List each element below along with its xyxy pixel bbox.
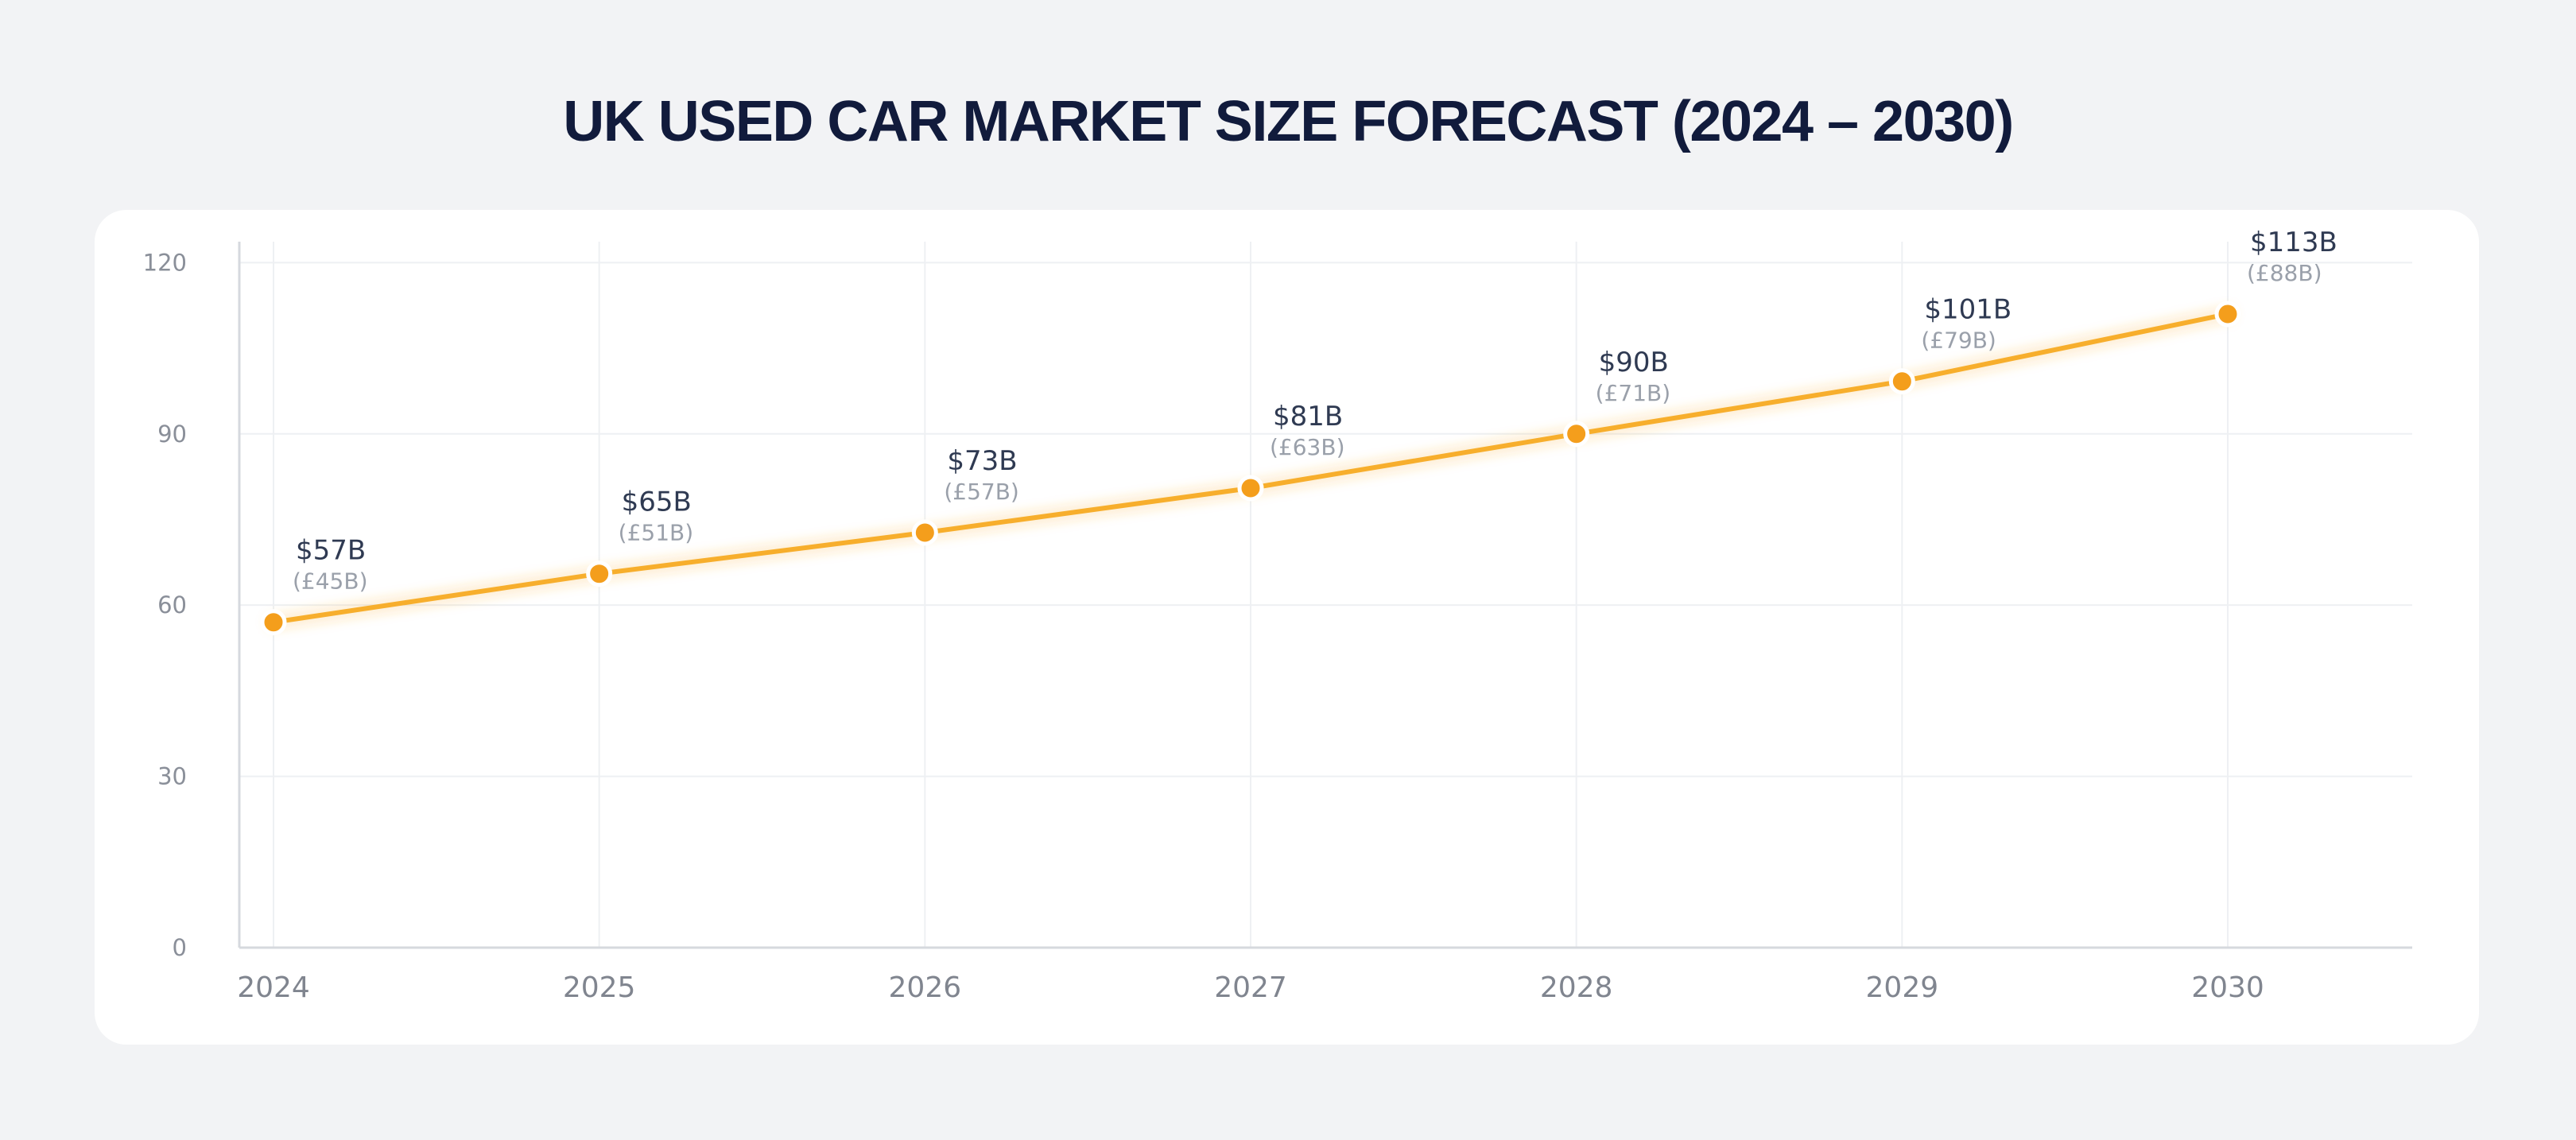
- data-gbp-label: (£57B): [944, 479, 1019, 505]
- chart-title: UK USED CAR MARKET SIZE FORECAST (2024 –…: [563, 90, 2014, 153]
- data-gbp-label: (£45B): [293, 568, 368, 595]
- x-tick-label: 2027: [1214, 971, 1287, 1004]
- x-tick-label: 2025: [563, 971, 636, 1004]
- data-gbp-label: (£51B): [619, 520, 694, 546]
- x-tick-label: 2029: [1866, 971, 1939, 1004]
- data-point-marker: [586, 560, 613, 587]
- x-tick-label: 2026: [889, 971, 962, 1004]
- data-point-marker: [2214, 301, 2241, 328]
- x-tick-label: 2028: [1540, 971, 1613, 1004]
- x-tick-label: 2024: [237, 971, 310, 1004]
- data-value-label: $57B: [296, 535, 366, 567]
- y-tick-label: 120: [143, 249, 187, 276]
- data-gbp-label: (£63B): [1270, 434, 1345, 460]
- data-value-label: $113B: [2250, 227, 2337, 258]
- x-tick-label: 2030: [2191, 971, 2264, 1004]
- data-gbp-label: (£88B): [2247, 260, 2322, 286]
- chart-card: 0 30 60 90 120 2024 2025 2026 2027 2028 2029 2030 …: [95, 210, 2479, 1045]
- data-labels: $57B(£45B) $65B(£51B) $73B(£57B) $81B(£63B)…: [293, 227, 2337, 595]
- data-point-marker: [911, 519, 938, 546]
- gridlines: [239, 242, 2412, 948]
- data-gbp-label: (£79B): [1921, 328, 1996, 354]
- y-tick-label: 60: [157, 591, 187, 618]
- data-point-marker: [1237, 475, 1264, 502]
- axes: [238, 242, 2412, 949]
- data-value-label: $65B: [622, 487, 692, 518]
- data-value-label: $90B: [1599, 347, 1669, 378]
- data-gbp-label: (£71B): [1596, 380, 1670, 406]
- y-tick-label: 90: [157, 421, 187, 448]
- y-tick-label: 0: [173, 934, 187, 961]
- data-point-marker: [1888, 368, 1915, 395]
- data-value-label: $73B: [947, 445, 1017, 477]
- data-value-label: $101B: [1924, 294, 2012, 326]
- y-tick-label: 30: [157, 763, 187, 790]
- data-points: [260, 301, 2241, 636]
- data-point-marker: [1563, 421, 1590, 448]
- y-tick-labels: 0 30 60 90 120: [143, 249, 187, 961]
- data-point-marker: [260, 609, 287, 636]
- x-tick-labels: 2024 2025 2026 2027 2028 2029 2030: [237, 971, 2264, 1004]
- data-value-label: $81B: [1273, 401, 1343, 432]
